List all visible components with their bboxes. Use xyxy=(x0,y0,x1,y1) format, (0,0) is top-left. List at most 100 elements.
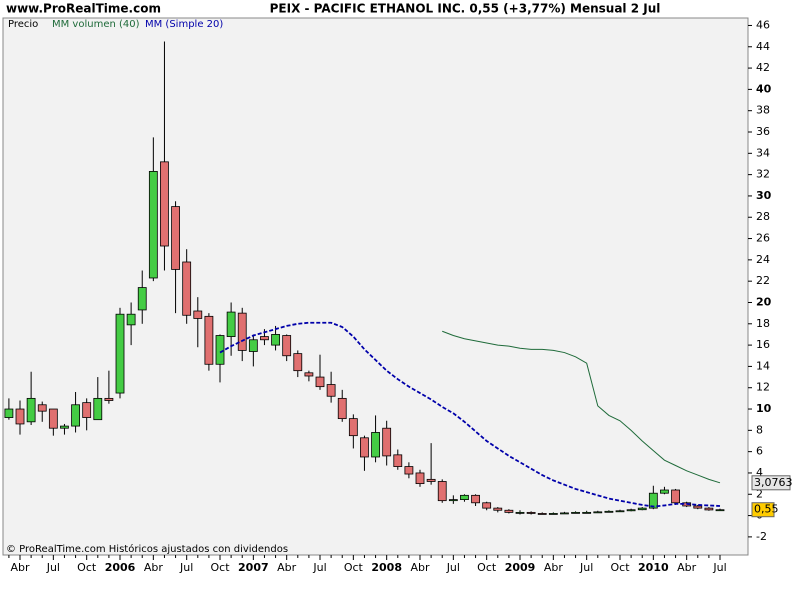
chart-title: PEIX - PACIFIC ETHANOL INC. 0,55 (+3,77%… xyxy=(270,2,661,16)
candle-body xyxy=(493,507,503,511)
candle-body xyxy=(126,313,136,326)
y-tick-label: 40 xyxy=(756,82,772,95)
y-tick-label: 12 xyxy=(756,381,770,394)
x-tick-label: Abr xyxy=(544,561,564,574)
candle-body xyxy=(382,427,392,457)
candle-body xyxy=(415,472,425,485)
candle-body xyxy=(548,513,558,515)
candle-body xyxy=(226,311,236,337)
candle-body xyxy=(371,432,380,458)
candle-body xyxy=(315,376,325,388)
x-tick-label: Oct xyxy=(344,561,364,574)
watermark: www.ProRealTime.com xyxy=(6,2,161,16)
candle-body xyxy=(271,334,280,346)
x-tick-label: Abr xyxy=(677,561,697,574)
price-label: 0,55 xyxy=(754,503,779,516)
y-tick-label: 42 xyxy=(756,61,770,74)
x-tick-label: Abr xyxy=(144,561,164,574)
candle-body xyxy=(460,494,469,500)
x-tick-label: 2010 xyxy=(638,561,669,574)
candle-body xyxy=(37,404,47,412)
candle-body xyxy=(593,511,603,514)
candle-body xyxy=(48,408,58,429)
y-tick-label: 26 xyxy=(756,232,770,245)
candle-body xyxy=(448,499,458,502)
y-tick-label: 10 xyxy=(756,402,772,415)
candle-body xyxy=(160,161,169,247)
candle-body xyxy=(582,511,592,514)
candle-body xyxy=(215,335,225,365)
candle-body xyxy=(526,511,536,514)
candle-body xyxy=(660,489,669,494)
candle-body xyxy=(137,287,147,311)
y-tick-label: 36 xyxy=(756,125,770,138)
y-tick-label: 46 xyxy=(756,18,770,31)
x-tick-label: Jul xyxy=(312,561,326,574)
candle-body xyxy=(693,505,703,509)
candle-body xyxy=(560,512,569,515)
candle-body xyxy=(393,454,403,467)
candle-body xyxy=(260,336,269,341)
candle-body xyxy=(148,171,158,279)
candle-body xyxy=(437,481,447,502)
candle-body xyxy=(671,489,680,504)
candle-body xyxy=(348,418,358,437)
x-tick-label: 2006 xyxy=(105,561,136,574)
x-tick-label: Abr xyxy=(410,561,430,574)
value-box xyxy=(751,475,791,491)
x-tick-label: Jul xyxy=(46,561,60,574)
candle-body xyxy=(326,384,336,397)
candle-body xyxy=(471,494,480,504)
candle-body xyxy=(248,339,258,352)
candle-body xyxy=(193,310,203,319)
candle-body xyxy=(182,261,192,316)
candle-body xyxy=(571,511,580,514)
x-tick-label: Abr xyxy=(277,561,297,574)
y-tick-label: 22 xyxy=(756,274,770,287)
x-tick-label: 2007 xyxy=(238,561,269,574)
candle-body xyxy=(293,353,303,372)
plot-area xyxy=(2,17,749,556)
candle-body xyxy=(82,402,92,418)
x-tick-label: Jul xyxy=(712,561,726,574)
candle-body xyxy=(715,509,725,512)
y-tick-label: 38 xyxy=(756,104,770,117)
candle-body xyxy=(515,511,525,514)
y-tick-label: 44 xyxy=(756,40,770,53)
y-tick-label: 32 xyxy=(756,168,770,181)
candle-body xyxy=(115,313,125,394)
x-tick-label: Oct xyxy=(477,561,497,574)
y-tick-label: 2 xyxy=(756,487,763,500)
candle-body xyxy=(604,510,614,513)
y-tick-label: -2 xyxy=(756,530,767,543)
candle-body xyxy=(626,509,636,512)
y-tick-label: 28 xyxy=(756,210,770,223)
candle-body xyxy=(482,502,492,509)
candle-body xyxy=(71,404,80,427)
line-series xyxy=(442,330,721,484)
y-tick-label: 8 xyxy=(756,423,763,436)
x-tick-label: Oct xyxy=(210,561,230,574)
candle-body xyxy=(15,408,25,425)
candle-body xyxy=(504,509,514,513)
candle-body xyxy=(704,507,714,511)
y-tick-label: 18 xyxy=(756,317,770,330)
candle-body xyxy=(648,492,658,509)
x-tick-label: Oct xyxy=(77,561,97,574)
candle-body xyxy=(360,437,369,458)
y-tick-label: 34 xyxy=(756,146,770,159)
candle-body xyxy=(237,312,247,351)
candle-body xyxy=(60,425,69,429)
y-tick-label: 14 xyxy=(756,359,770,372)
x-tick-label: Jul xyxy=(446,561,460,574)
x-tick-label: 2008 xyxy=(371,561,402,574)
legend: Precio MM volumen (40) MM (Simple 20) xyxy=(8,19,223,30)
candle-body xyxy=(204,315,214,365)
x-tick-label: 2009 xyxy=(505,561,536,574)
candle-body xyxy=(104,397,114,401)
y-tick-label: 20 xyxy=(756,295,772,308)
line-series xyxy=(219,321,721,508)
y-tick-label: 6 xyxy=(756,445,763,458)
candle-body xyxy=(537,513,547,515)
